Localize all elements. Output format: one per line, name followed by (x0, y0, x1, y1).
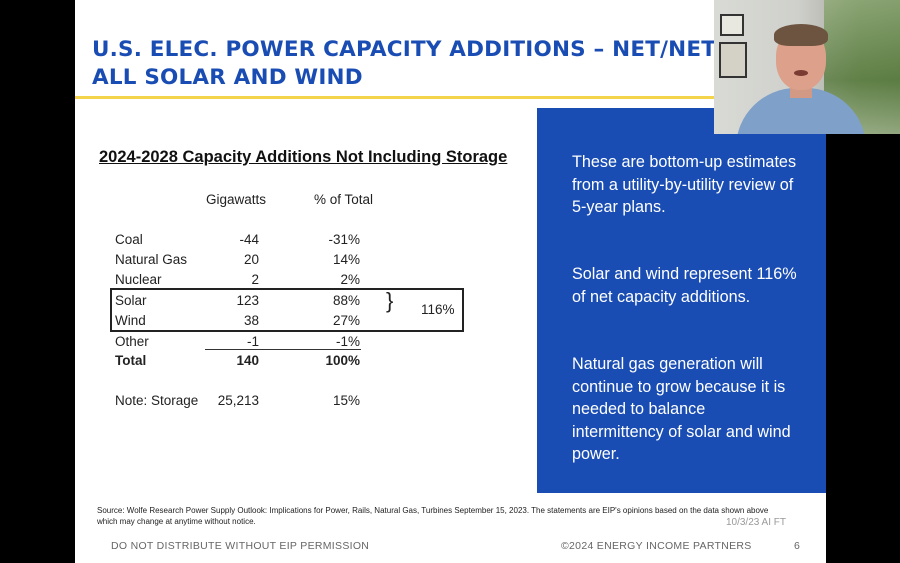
table-row: Natural Gas 20 14% (75, 252, 495, 272)
slide-title-line-2: ALL SOLAR AND WIND (92, 65, 363, 90)
compliance-stamp: 10/3/23 AI FT (725, 517, 786, 528)
table-row: Solar 123 88% (75, 293, 495, 313)
commentary-paragraph: Natural gas generation will continue to … (572, 355, 791, 464)
row-percent: 27% (332, 313, 360, 328)
row-gigawatts: -44 (239, 232, 259, 247)
row-percent: 15% (332, 393, 360, 408)
row-label: Total (115, 353, 147, 368)
speaker-video-thumbnail[interactable] (714, 0, 900, 134)
table-row-total: Total 140 100% (75, 353, 495, 373)
speaker-mouth (794, 70, 808, 76)
presentation-slide: U.S. ELEC. POWER CAPACITY ADDITIONS – NE… (75, 0, 826, 563)
row-percent: -31% (328, 232, 360, 247)
wall-picture (720, 14, 744, 36)
commentary-panel: These are bottom-up estimates from a uti… (537, 108, 826, 493)
row-label: Wind (115, 313, 146, 328)
row-label: Other (115, 334, 149, 349)
row-percent: 100% (325, 353, 360, 368)
table-row: Other -1 -1% (75, 334, 495, 354)
column-header-gigawatts: Gigawatts (206, 192, 267, 207)
speaker-hair (774, 24, 828, 46)
row-gigawatts: 38 (243, 313, 259, 328)
commentary-paragraph: Solar and wind represent 116% of net cap… (572, 265, 797, 306)
title-divider (75, 96, 826, 99)
solar-wind-combined-percent: 116% (421, 302, 455, 317)
row-percent: -1% (335, 334, 360, 349)
row-percent: 88% (332, 293, 360, 308)
row-label: Note: Storage (115, 393, 199, 408)
row-percent: 14% (332, 252, 360, 267)
sum-divider (205, 349, 361, 350)
row-gigawatts: 20 (243, 252, 259, 267)
row-label: Natural Gas (115, 252, 188, 267)
row-gigawatts: -1 (246, 334, 259, 349)
row-label: Solar (115, 293, 147, 308)
table-title: 2024-2028 Capacity Additions Not Includi… (99, 148, 508, 166)
slide-title: U.S. ELEC. POWER CAPACITY ADDITIONS – NE… (92, 36, 716, 92)
row-gigawatts: 123 (236, 293, 259, 308)
table-row: Nuclear 2 2% (75, 272, 495, 292)
brace-icon: } (386, 288, 394, 313)
source-note: Source: Wolfe Research Power Supply Outl… (97, 506, 769, 526)
row-label: Coal (115, 232, 143, 247)
table-row: Wind 38 27% (75, 313, 495, 333)
row-gigawatts: 2 (251, 272, 259, 287)
row-gigawatts: 25,213 (217, 393, 259, 408)
row-percent: 2% (340, 272, 360, 287)
table-row-storage-note: Note: Storage 25,213 15% (75, 393, 495, 413)
slide-title-line-1: U.S. ELEC. POWER CAPACITY ADDITIONS – NE… (92, 37, 717, 62)
wall-picture (719, 42, 747, 78)
commentary-paragraph: These are bottom-up estimates from a uti… (572, 153, 797, 217)
footer-copyright: ©2024 ENERGY INCOME PARTNERS (561, 540, 752, 552)
page-number: 6 (794, 540, 800, 552)
row-label: Nuclear (115, 272, 162, 287)
row-gigawatts: 140 (236, 353, 259, 368)
footer-disclaimer: DO NOT DISTRIBUTE WITHOUT EIP PERMISSION (111, 540, 370, 552)
table-row: Coal -44 -31% (75, 232, 495, 252)
column-header-percent: % of Total (314, 192, 374, 207)
solar-wind-highlight-box (110, 288, 464, 332)
